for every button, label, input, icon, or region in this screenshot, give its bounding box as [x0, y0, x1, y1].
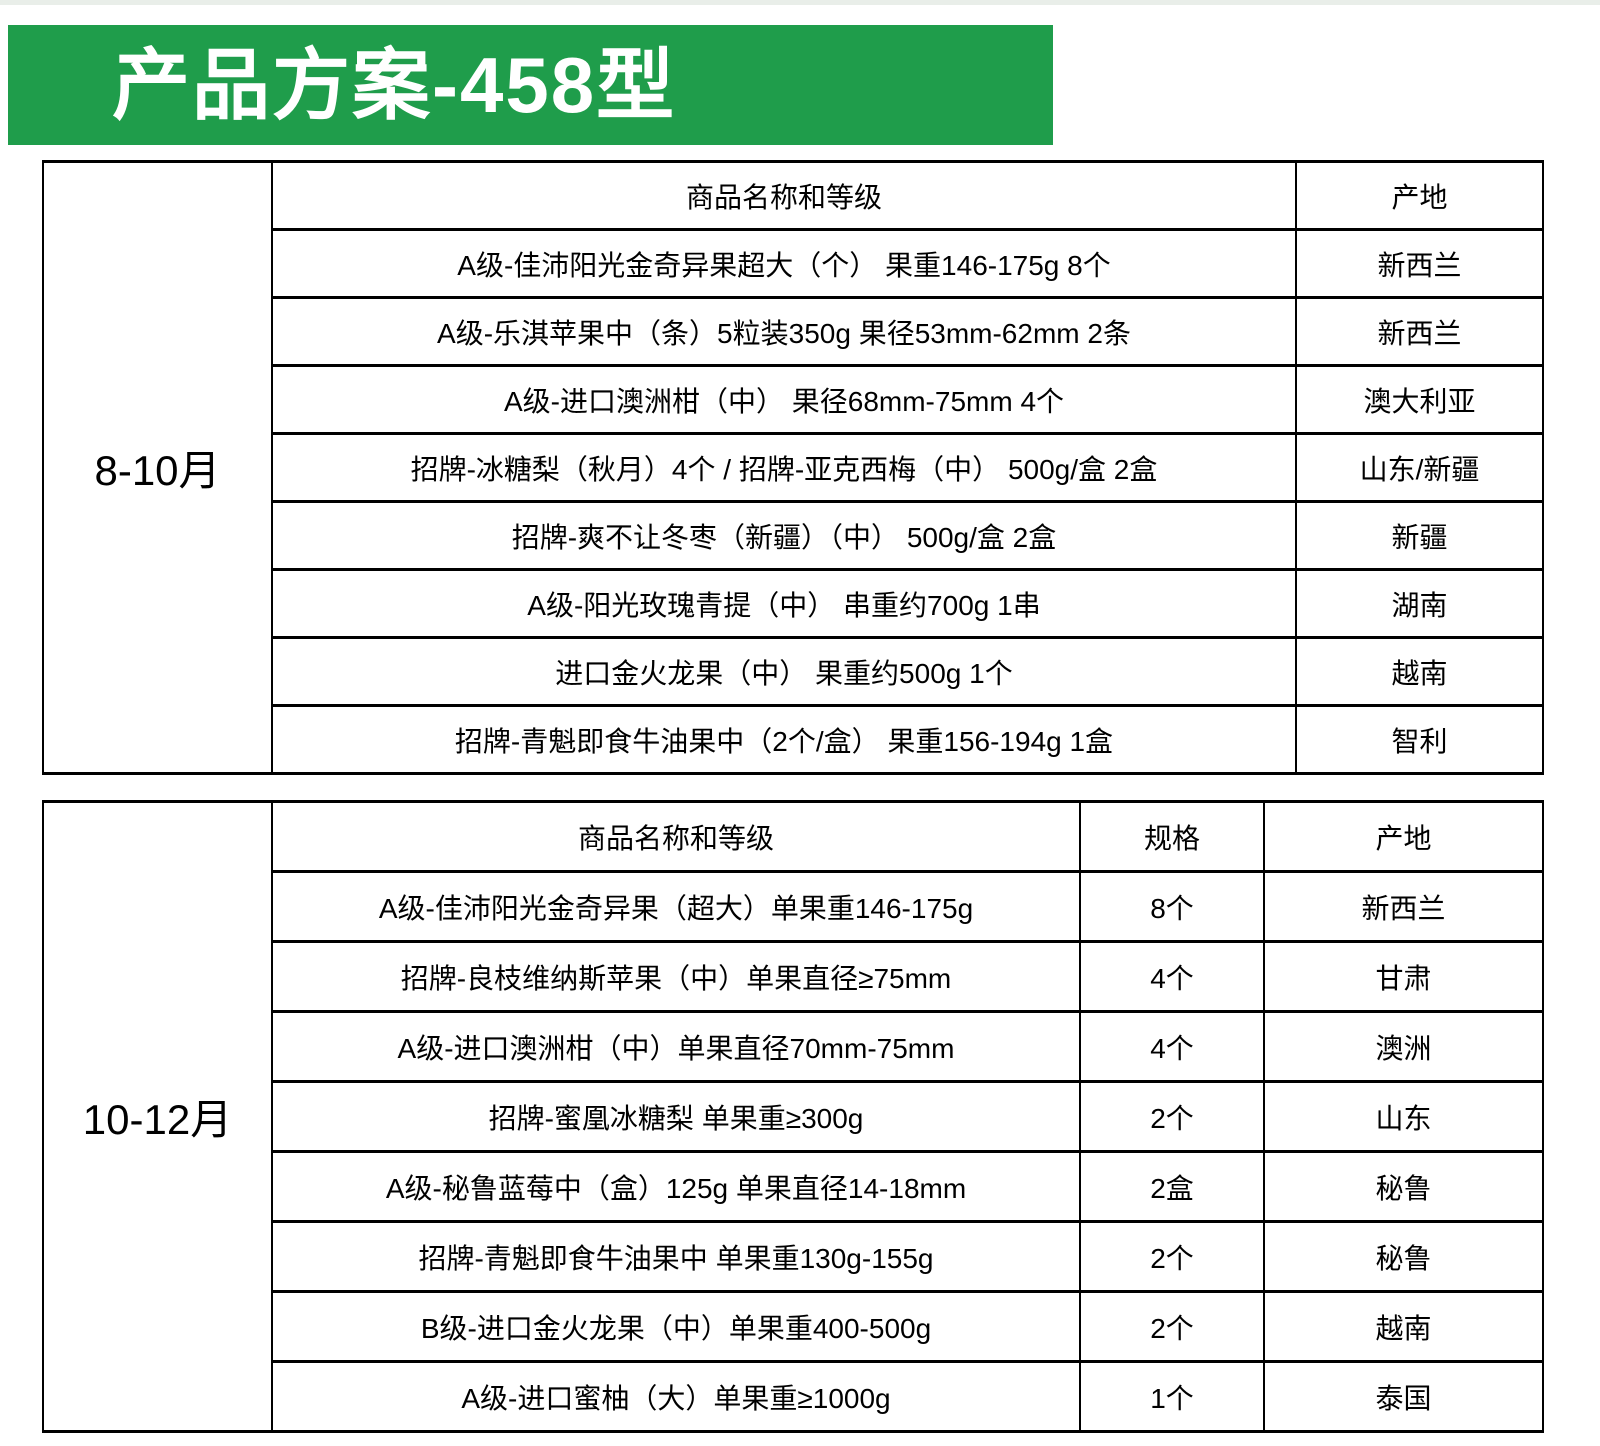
origin-cell: 越南: [1263, 1290, 1544, 1363]
spec-cell: 1个: [1079, 1360, 1265, 1433]
table-header-row: 10-12月 商品名称和等级 规格 产地: [42, 800, 1544, 1433]
product-cell: 进口金火龙果（中） 果重约500g 1个: [271, 636, 1297, 707]
origin-cell: 新西兰: [1295, 228, 1544, 299]
table-row: A级-阳光玫瑰青提（中） 串重约700g 1串 湖南: [43, 568, 1544, 639]
period-cell: 10-12月: [42, 800, 273, 1433]
table-row: 招牌-青魁即食牛油果中（2个/盒） 果重156-194g 1盒 智利: [43, 704, 1544, 775]
table-row: 招牌-良枝维纳斯苹果（中）单果直径≥75mm 4个 甘肃: [43, 940, 1544, 1013]
table-row: A级-秘鲁蓝莓中（盒）125g 单果直径14-18mm 2盒 秘鲁: [43, 1150, 1544, 1223]
spec-cell: 8个: [1079, 870, 1265, 943]
column-header-origin: 产地: [1263, 800, 1544, 873]
period-cell: 8-10月: [42, 160, 273, 775]
top-border-strip: [0, 0, 1600, 5]
origin-cell: 澳洲: [1263, 1010, 1544, 1083]
column-header-product: 商品名称和等级: [271, 800, 1081, 873]
product-cell: 招牌-冰糖梨（秋月）4个 / 招牌-亚克西梅（中） 500g/盒 2盒: [271, 432, 1297, 503]
origin-cell: 新疆: [1295, 500, 1544, 571]
origin-cell: 山东: [1263, 1080, 1544, 1153]
spec-cell: 4个: [1079, 1010, 1265, 1083]
spec-cell: 2个: [1079, 1080, 1265, 1153]
table-row: 招牌-冰糖梨（秋月）4个 / 招牌-亚克西梅（中） 500g/盒 2盒 山东/新…: [43, 432, 1544, 503]
table-row: 进口金火龙果（中） 果重约500g 1个 越南: [43, 636, 1544, 707]
product-cell: A级-进口蜜柚（大）单果重≥1000g: [271, 1360, 1081, 1433]
table-row: A级-佳沛阳光金奇异果（超大）单果重146-175g 8个 新西兰: [43, 870, 1544, 943]
origin-cell: 秘鲁: [1263, 1150, 1544, 1223]
origin-cell: 泰国: [1263, 1360, 1544, 1433]
origin-cell: 越南: [1295, 636, 1544, 707]
schedule-table-aug-oct: 8-10月 商品名称和等级 产地 A级-佳沛阳光金奇异果超大（个） 果重146-…: [42, 160, 1544, 775]
table-row: A级-佳沛阳光金奇异果超大（个） 果重146-175g 8个 新西兰: [43, 228, 1544, 299]
spec-cell: 2个: [1079, 1290, 1265, 1363]
table-row: 招牌-青魁即食牛油果中 单果重130g-155g 2个 秘鲁: [43, 1220, 1544, 1293]
product-cell: 招牌-青魁即食牛油果中 单果重130g-155g: [271, 1220, 1081, 1293]
spec-cell: 2个: [1079, 1220, 1265, 1293]
table-row: B级-进口金火龙果（中）单果重400-500g 2个 越南: [43, 1290, 1544, 1363]
product-cell: A级-秘鲁蓝莓中（盒）125g 单果直径14-18mm: [271, 1150, 1081, 1223]
origin-cell: 智利: [1295, 704, 1544, 775]
table-row: A级-进口澳洲柑（中） 果径68mm-75mm 4个 澳大利亚: [43, 364, 1544, 435]
schedule-table-oct-dec: 10-12月 商品名称和等级 规格 产地 A级-佳沛阳光金奇异果（超大）单果重1…: [42, 800, 1544, 1433]
product-cell: 招牌-青魁即食牛油果中（2个/盒） 果重156-194g 1盒: [271, 704, 1297, 775]
product-cell: A级-进口澳洲柑（中） 果径68mm-75mm 4个: [271, 364, 1297, 435]
column-header-origin: 产地: [1295, 160, 1544, 231]
product-cell: 招牌-蜜凰冰糖梨 单果重≥300g: [271, 1080, 1081, 1153]
product-cell: B级-进口金火龙果（中）单果重400-500g: [271, 1290, 1081, 1363]
table-header-row: 8-10月 商品名称和等级 产地: [42, 160, 1544, 775]
product-cell: A级-乐淇苹果中（条）5粒装350g 果径53mm-62mm 2条: [271, 296, 1297, 367]
origin-cell: 湖南: [1295, 568, 1544, 639]
table-row: 招牌-爽不让冬枣（新疆）（中） 500g/盒 2盒 新疆: [43, 500, 1544, 571]
column-header-product: 商品名称和等级: [271, 160, 1297, 231]
product-cell: A级-进口澳洲柑（中）单果直径70mm-75mm: [271, 1010, 1081, 1083]
title-banner: 产品方案-458型: [8, 25, 1053, 145]
product-cell: 招牌-良枝维纳斯苹果（中）单果直径≥75mm: [271, 940, 1081, 1013]
table-row: A级-进口澳洲柑（中）单果直径70mm-75mm 4个 澳洲: [43, 1010, 1544, 1083]
product-cell: A级-佳沛阳光金奇异果超大（个） 果重146-175g 8个: [271, 228, 1297, 299]
column-header-spec: 规格: [1079, 800, 1265, 873]
origin-cell: 秘鲁: [1263, 1220, 1544, 1293]
spec-cell: 4个: [1079, 940, 1265, 1013]
page-title: 产品方案-458型: [112, 41, 677, 129]
table-row: A级-乐淇苹果中（条）5粒装350g 果径53mm-62mm 2条 新西兰: [43, 296, 1544, 367]
origin-cell: 新西兰: [1263, 870, 1544, 943]
product-cell: A级-佳沛阳光金奇异果（超大）单果重146-175g: [271, 870, 1081, 943]
spec-cell: 2盒: [1079, 1150, 1265, 1223]
table-row: A级-进口蜜柚（大）单果重≥1000g 1个 泰国: [43, 1360, 1544, 1433]
origin-cell: 山东/新疆: [1295, 432, 1544, 503]
origin-cell: 新西兰: [1295, 296, 1544, 367]
origin-cell: 甘肃: [1263, 940, 1544, 1013]
product-cell: 招牌-爽不让冬枣（新疆）（中） 500g/盒 2盒: [271, 500, 1297, 571]
origin-cell: 澳大利亚: [1295, 364, 1544, 435]
table-row: 招牌-蜜凰冰糖梨 单果重≥300g 2个 山东: [43, 1080, 1544, 1153]
product-cell: A级-阳光玫瑰青提（中） 串重约700g 1串: [271, 568, 1297, 639]
